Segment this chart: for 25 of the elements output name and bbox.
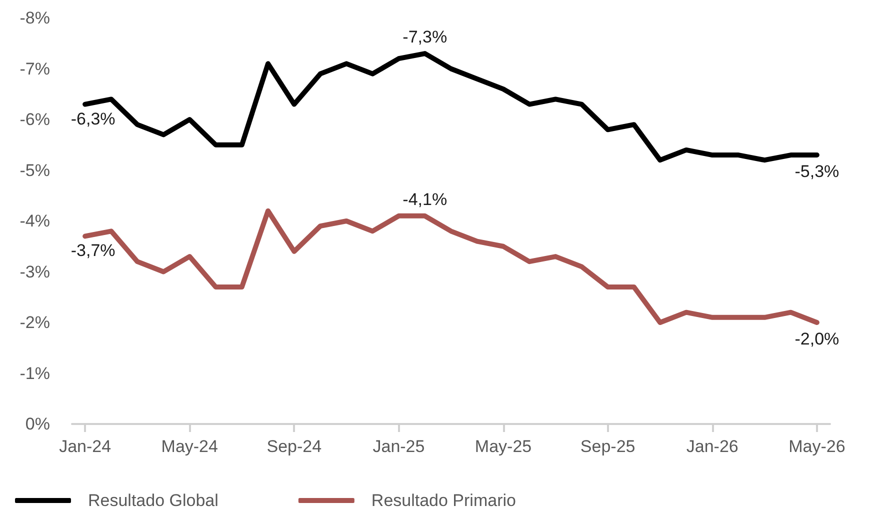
y-tick-label: -4% bbox=[20, 212, 50, 230]
legend-label: Resultado Global bbox=[88, 491, 218, 510]
data-label: -6,3% bbox=[70, 109, 116, 128]
x-tick-label: Sep-25 bbox=[580, 437, 636, 456]
legend-label: Resultado Primario bbox=[371, 491, 516, 510]
y-tick-label: -7% bbox=[20, 59, 50, 78]
data-label: -5,3% bbox=[794, 162, 840, 182]
y-tick-label: -1% bbox=[20, 364, 50, 383]
x-tick-label: May-25 bbox=[474, 437, 532, 456]
data-label: -4,1% bbox=[402, 190, 448, 209]
x-tick-label: Jan-26 bbox=[686, 437, 738, 456]
y-tick-label: -8% bbox=[20, 8, 50, 28]
x-tick-label: Sep-24 bbox=[266, 437, 322, 456]
y-tick-label: -2% bbox=[20, 313, 50, 332]
y-tick-label: 0% bbox=[25, 414, 50, 434]
x-tick-label: Jan-24 bbox=[59, 437, 112, 456]
data-label: -3,7% bbox=[70, 241, 116, 260]
x-tick-label: Jan-25 bbox=[372, 437, 425, 456]
y-tick-label: -6% bbox=[20, 110, 50, 129]
data-label: -7,3% bbox=[402, 28, 448, 47]
y-tick-label: -5% bbox=[20, 160, 50, 180]
data-label: -2,0% bbox=[794, 330, 840, 348]
x-tick-label: May-24 bbox=[161, 437, 218, 456]
x-tick-label: May-26 bbox=[788, 437, 846, 456]
y-tick-label: -3% bbox=[20, 262, 50, 282]
